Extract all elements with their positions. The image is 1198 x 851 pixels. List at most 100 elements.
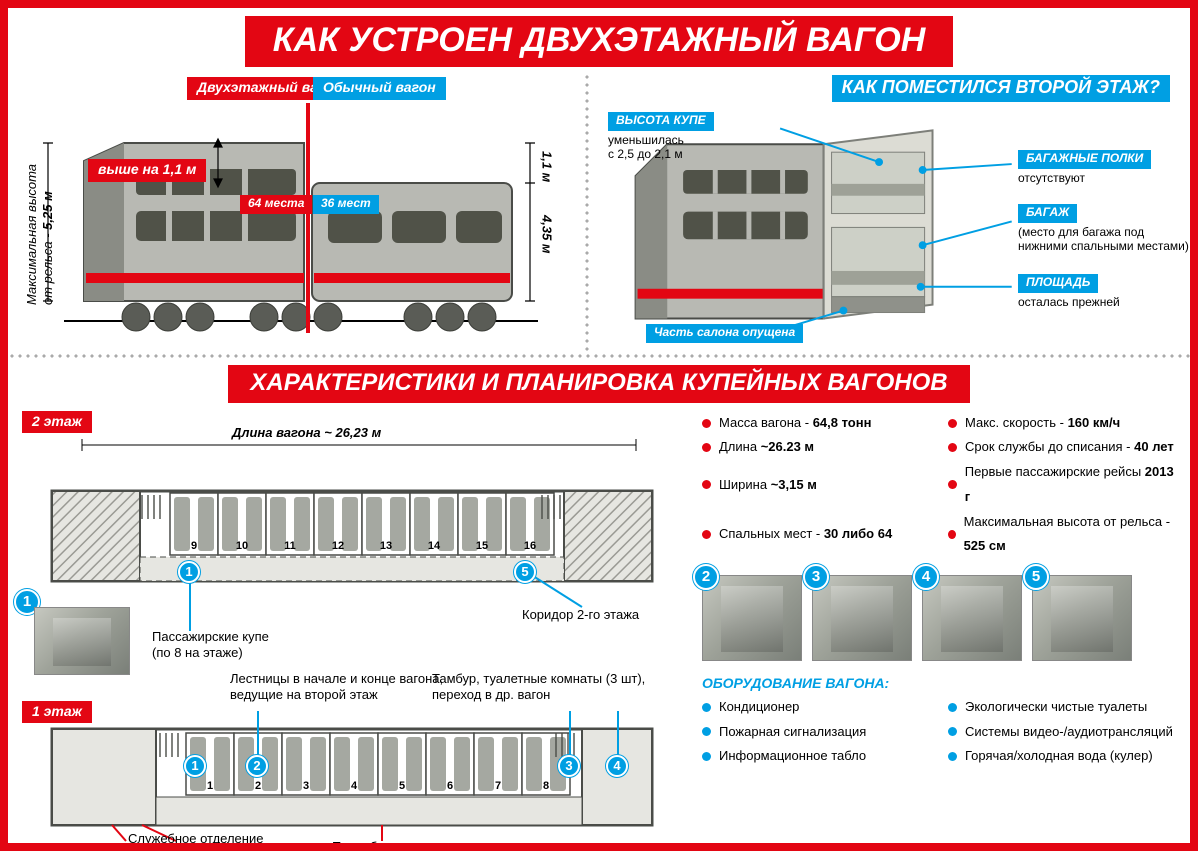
plan-num-5: 5 (514, 561, 536, 583)
panel-compare: Двухэтажный вагон Обычный вагон выше на … (18, 73, 578, 353)
info-column: Масса вагона - 64,8 тонн Макс. скорость -… (682, 411, 1176, 843)
bullet-icon (702, 419, 711, 428)
bullet-icon (948, 443, 957, 452)
bullet-icon (948, 530, 956, 539)
photo-num: 3 (803, 564, 829, 590)
equip-text: Пожарная сигнализация (719, 720, 866, 745)
bottom-panels: 2 этаж Длина вагона ~ 26,23 м (8, 411, 1190, 851)
callout-conductor: Купе проводников (128, 845, 237, 851)
bullet-icon (702, 443, 711, 452)
label-max-height: Максимальная высота от рельса - 5,25 м (24, 164, 57, 305)
photo-5: 5 (1032, 575, 1132, 661)
credit-text: инфографика Юлия Сидоренко Р julia_sidor… (1194, 24, 1198, 255)
bullet-icon (948, 703, 957, 712)
equip-text: Кондиционер (719, 695, 799, 720)
svg-text:4: 4 (351, 780, 358, 792)
top-panels: Двухэтажный вагон Обычный вагон выше на … (8, 73, 1190, 353)
svg-text:8: 8 (543, 780, 549, 792)
bullet-icon (702, 703, 711, 712)
label-single: Обычный вагон (313, 77, 446, 99)
svg-text:10: 10 (236, 540, 248, 552)
callout-dropped: Часть салона опущена (646, 323, 803, 342)
equip-text: Горячая/холодная вода (кулер) (965, 744, 1153, 769)
bullet-icon (702, 530, 711, 539)
plan-num-4: 4 (606, 755, 628, 777)
callout-shelves: БАГАЖНЫЕ ПОЛКИ отсутствуют (1018, 149, 1151, 184)
plan-num-1c: 1 (184, 755, 206, 777)
equipment-title: ОБОРУДОВАНИЕ ВАГОНА: (702, 675, 1176, 691)
equip-text: Системы видео-/аудиотрансляций (965, 720, 1173, 745)
callout-service: Служебное отделение (128, 831, 263, 847)
svg-text:11: 11 (284, 540, 296, 552)
spec-text: Макс. скорость - 160 км/ч (965, 411, 1120, 436)
dim-upper: 1,1 м (538, 151, 554, 182)
bullet-icon (948, 419, 957, 428)
spec-row: Длина ~26.23 м (702, 435, 930, 460)
floor-plans: 2 этаж Длина вагона ~ 26,23 м (22, 411, 682, 843)
equip-text: Экологически чистые туалеты (965, 695, 1147, 720)
svg-text:1: 1 (207, 780, 213, 792)
legend-3: Тамбур, туалетные комнаты (3 шт), перехо… (432, 671, 645, 704)
legend-1: Пассажирские купе (по 8 на этаже) (152, 629, 269, 662)
subtitle: ХАРАКТЕРИСТИКИ И ПЛАНИРОВКА КУПЕЙНЫХ ВАГ… (228, 365, 969, 402)
spec-text: Максимальная высота от рельса - 525 см (964, 510, 1176, 559)
photos-row: 2345 (702, 575, 1176, 661)
spec-row: Срок службы до списания - 40 лет (948, 435, 1176, 460)
callout-area: ПЛОЩАДЬ осталась прежней (1018, 273, 1120, 308)
svg-text:6: 6 (447, 780, 453, 792)
dim-lower: 4,35 м (538, 215, 554, 254)
photo-4: 4 (922, 575, 1022, 661)
bullet-icon (702, 752, 711, 761)
plan-num-1b: 1 (178, 561, 200, 583)
svg-text:12: 12 (332, 540, 344, 552)
spec-text: Срок службы до списания - 40 лет (965, 435, 1174, 460)
svg-text:7: 7 (495, 780, 501, 792)
photo-num: 4 (913, 564, 939, 590)
equip-row: Кондиционер (702, 695, 930, 720)
spec-row: Ширина ~3,15 м (702, 460, 930, 509)
callout-luggage: БАГАЖ (место для багажа под нижними спал… (1018, 203, 1189, 252)
svg-text:9: 9 (191, 540, 197, 552)
plan-num-3: 3 (558, 755, 580, 777)
photo-num: 5 (1023, 564, 1049, 590)
photo-3: 3 (812, 575, 912, 661)
spec-row: Масса вагона - 64,8 тонн (702, 411, 930, 436)
svg-text:3: 3 (303, 780, 309, 792)
specs-grid: Масса вагона - 64,8 тонн Макс. скорость -… (702, 411, 1176, 559)
infographic-page: инфографика Юлия Сидоренко Р julia_sidor… (0, 0, 1198, 851)
vertical-separator (584, 73, 590, 353)
callout-height: ВЫСОТА КУПЕ уменьшилась с 2,5 до 2,1 м (608, 111, 714, 160)
title-bar: КАК УСТРОЕН ДВУХЭТАЖНЫЙ ВАГОН (8, 16, 1190, 67)
svg-text:14: 14 (428, 540, 441, 552)
legend-5: Коридор 2-го этажа (522, 607, 639, 623)
svg-text:5: 5 (399, 780, 405, 792)
equip-row: Экологически чистые туалеты (948, 695, 1176, 720)
label-seats-double: 64 места (240, 195, 312, 213)
divider-dots (8, 353, 1190, 359)
label-seats-single: 36 мест (313, 195, 379, 213)
legend-2: Лестницы в начале и конце вагона, ведущи… (230, 671, 443, 704)
spec-text: Длина ~26.23 м (719, 435, 814, 460)
spec-row: Макс. скорость - 160 км/ч (948, 411, 1176, 436)
bullet-icon (948, 727, 957, 736)
photo-2: 2 (702, 575, 802, 661)
spec-text: Ширина ~3,15 м (719, 473, 817, 498)
plan-num-2: 2 (246, 755, 268, 777)
spec-row: Максимальная высота от рельса - 525 см (948, 510, 1176, 559)
svg-text:16: 16 (524, 540, 536, 552)
equip-text: Информационное табло (719, 744, 866, 769)
spec-row: Первые пассажирские рейсы 2013 г (948, 460, 1176, 509)
equip-row: Системы видео-/аудиотрансляций (948, 720, 1176, 745)
equip-row: Пожарная сигнализация (702, 720, 930, 745)
bullet-icon (948, 480, 957, 489)
spec-text: Масса вагона - 64,8 тонн (719, 411, 871, 436)
bullet-icon (702, 727, 711, 736)
bullet-icon (702, 480, 711, 489)
callout-utility: Подсобное помещение (332, 839, 472, 851)
svg-text:13: 13 (380, 540, 392, 552)
svg-text:15: 15 (476, 540, 488, 552)
spec-text: Первые пассажирские рейсы 2013 г (965, 460, 1176, 509)
photo-num: 2 (693, 564, 719, 590)
svg-text:2: 2 (255, 780, 261, 792)
main-title: КАК УСТРОЕН ДВУХЭТАЖНЫЙ ВАГОН (245, 16, 954, 67)
